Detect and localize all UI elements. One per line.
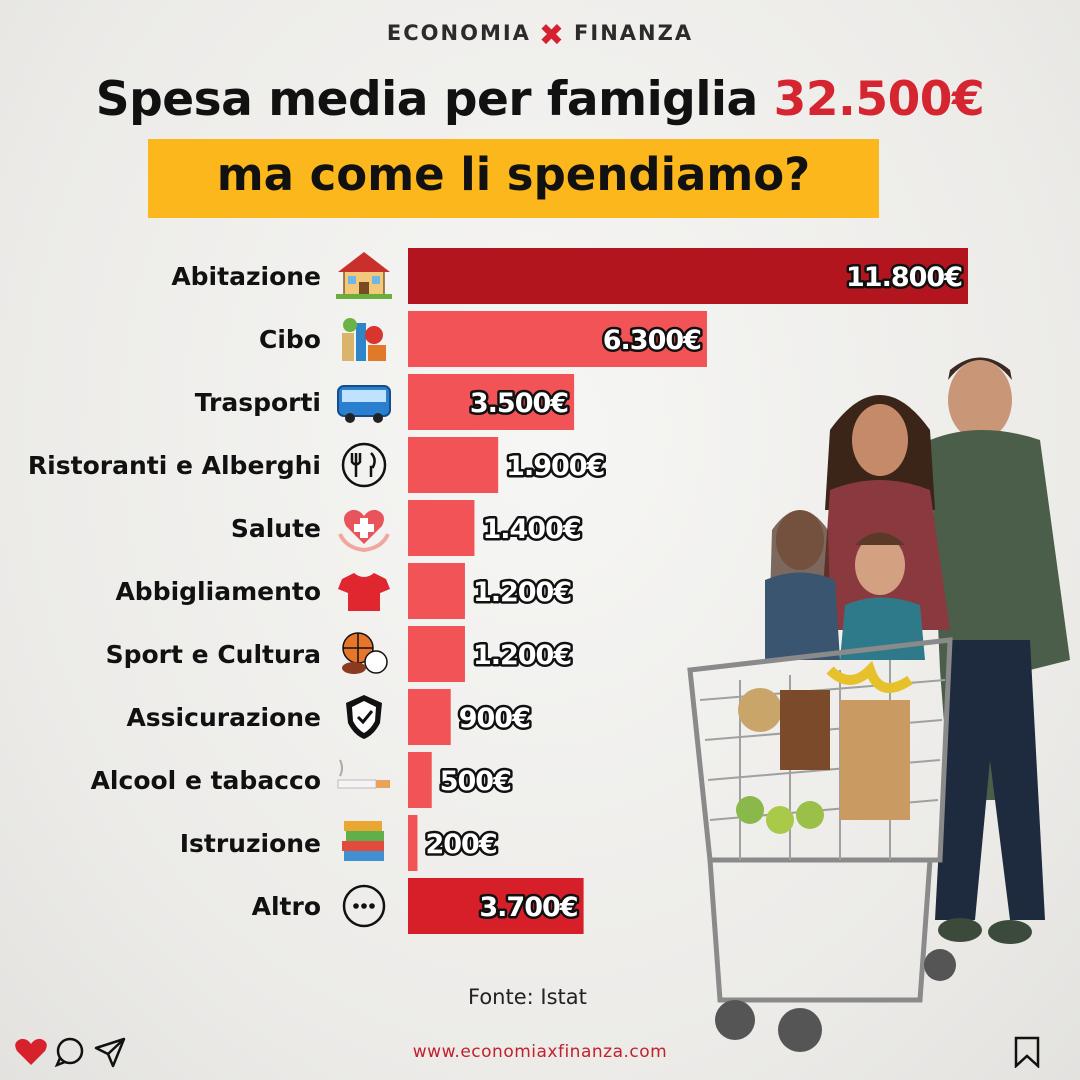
category-label: Altro	[252, 892, 321, 921]
value-label: 3.700€	[479, 892, 577, 923]
value-labels: 11.800€ 6.300€ 3.500€ 1.900€ 1.400€ 1.200€ 1.2…	[423, 260, 966, 926]
books-icon	[342, 821, 384, 861]
subtitle-highlight	[148, 139, 879, 218]
bar	[408, 311, 707, 367]
value-label: 1.200€	[473, 640, 571, 671]
category-label: Abitazione	[171, 262, 321, 291]
share-icon[interactable]	[93, 1036, 127, 1068]
brand-left: ECONOMIA	[386, 21, 531, 45]
category-label: Sport e Cultura	[106, 640, 321, 669]
cigarette-icon	[337, 759, 390, 789]
brand-logo: ECONOMIA ✖ FINANZA	[0, 18, 1080, 53]
bar	[408, 689, 451, 745]
value-label: 6.300€	[603, 325, 701, 356]
bar	[408, 815, 418, 871]
value-label: 1.200€	[473, 577, 571, 608]
category-label: Cibo	[259, 325, 321, 354]
shield-check-icon	[346, 695, 382, 739]
bar	[408, 563, 465, 619]
value-label: 3.500€	[470, 388, 568, 419]
bar	[408, 500, 475, 556]
tshirt-icon	[338, 573, 390, 611]
groceries-icon	[342, 318, 386, 361]
headline: Spesa media per famiglia 32.500€	[0, 72, 1080, 127]
bar	[408, 437, 499, 493]
category-label: Ristoranti e Alberghi	[28, 451, 321, 480]
category-icons	[336, 252, 392, 928]
sports-balls-icon	[342, 632, 388, 674]
bars	[408, 248, 968, 934]
heart-icon[interactable]	[14, 1036, 48, 1068]
value-label: 500€	[440, 766, 511, 797]
category-label: Salute	[231, 514, 321, 543]
website-url[interactable]: www.economiaxfinanza.com	[412, 1042, 668, 1062]
bar	[408, 374, 575, 430]
house-icon	[336, 252, 392, 299]
bar	[408, 752, 432, 808]
value-label: 11.800€	[846, 262, 962, 293]
source-note: Fonte: Istat	[468, 985, 587, 1009]
comment-icon[interactable]	[54, 1036, 86, 1068]
bar	[408, 626, 465, 682]
category-label: Assicurazione	[126, 703, 321, 732]
value-label: 200€	[425, 829, 496, 860]
value-label: 1.400€	[482, 514, 580, 545]
bar	[408, 248, 968, 304]
bar	[408, 878, 584, 934]
value-label: 1.900€	[506, 451, 604, 482]
restaurant-icon	[341, 442, 387, 488]
more-icon	[342, 884, 386, 928]
value-label: 900€	[459, 703, 530, 734]
category-label: Trasporti	[195, 388, 321, 417]
headline-prefix: Spesa media per famiglia	[95, 72, 759, 127]
headline-amount: 32.500€	[773, 72, 985, 127]
health-heart-icon	[338, 509, 390, 553]
bus-icon	[337, 385, 391, 423]
category-label: Alcool e tabacco	[91, 766, 321, 795]
subtitle: ma come li spendiamo?	[216, 148, 811, 201]
category-labels: Abitazione Cibo Trasporti Ristoranti e Albe…	[28, 262, 321, 921]
brand-right: FINANZA	[574, 21, 694, 45]
category-label: Istruzione	[180, 829, 321, 858]
bookmark-icon[interactable]	[1013, 1036, 1041, 1068]
brand-x-icon: ✖	[538, 18, 567, 53]
category-label: Abbigliamento	[115, 577, 321, 606]
family-shopping-photo	[687, 357, 1070, 1052]
